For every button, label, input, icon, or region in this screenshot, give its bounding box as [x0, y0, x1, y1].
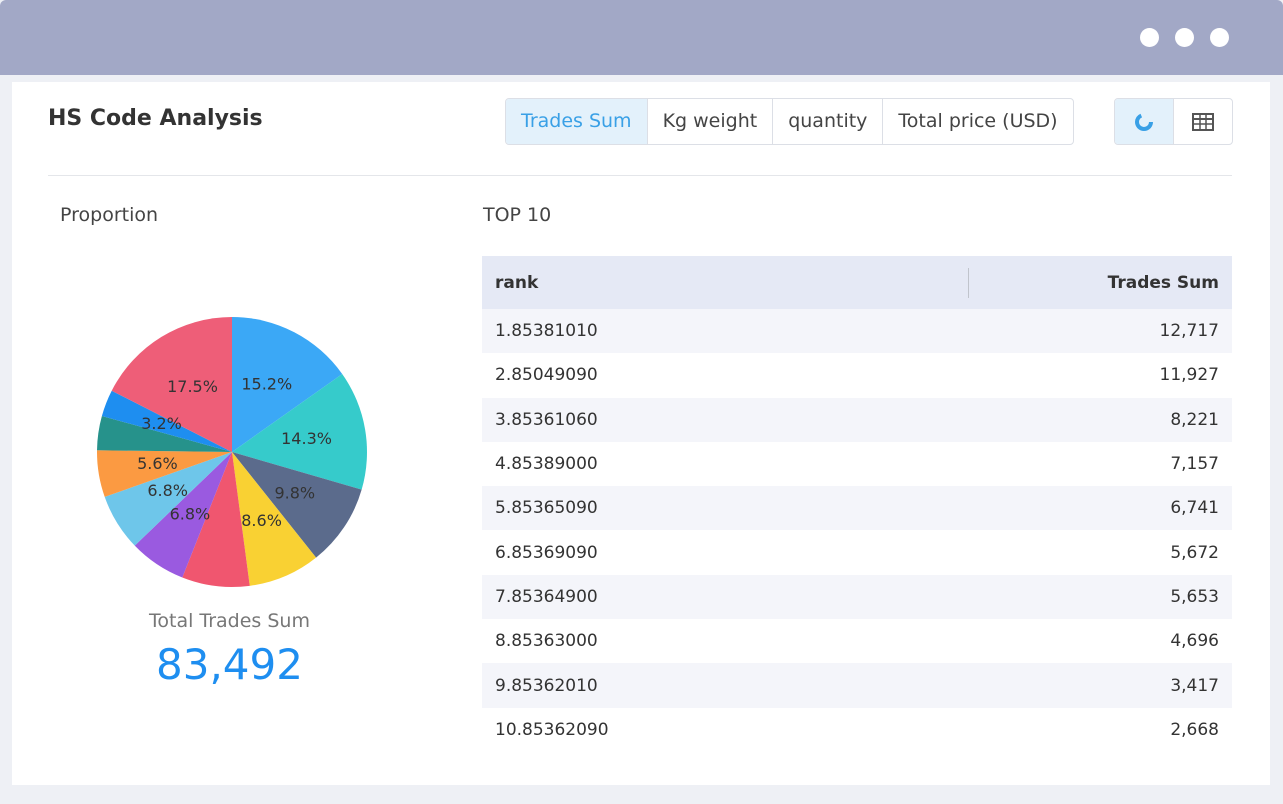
pie-slice: [134, 452, 232, 578]
table-row: 7.85364900 5,653: [482, 574, 1232, 620]
tab-group: Trades Sum Kg weight quantity Total price (…: [505, 98, 1074, 145]
slice-label: 3.2%: [141, 414, 182, 433]
pie-slice: [97, 450, 232, 497]
tab[interactable]: Kg weight: [646, 99, 773, 144]
table-row: 4.85389000 7,157: [482, 442, 1232, 486]
title-bar: [0, 0, 1283, 75]
pie-slice: [104, 452, 232, 546]
table-cell: 6.85369090: [495, 542, 598, 563]
slice-label: 15.2%: [241, 374, 292, 393]
table-cell: 4,696: [1170, 631, 1219, 652]
pie-slice: [232, 317, 343, 452]
total-value: 83,492: [156, 640, 303, 689]
table-cell: 8.85363000: [495, 631, 598, 652]
table-row: 9.85362010 3,417: [482, 663, 1232, 708]
table-cell: 7.85364900: [495, 586, 598, 607]
pie-chart: 15.2% 14.3% 9.8% 8.6% 6.8% 6.8% 5.6% 3.2% 17.5%: [97, 317, 367, 587]
table-cell: 12,717: [1159, 321, 1219, 342]
table-cell: 6,741: [1170, 498, 1219, 519]
table-title: TOP 10: [483, 204, 552, 226]
slice-label: 6.8%: [147, 481, 188, 500]
header-cell: Trades Sum: [968, 267, 1232, 298]
table-cell: 3,417: [1170, 675, 1219, 696]
view-switch: [1114, 98, 1233, 145]
table-cell: 1.85381010: [495, 321, 598, 342]
pie-slice: [101, 390, 232, 452]
tab[interactable]: Trades Sum: [506, 99, 647, 144]
pie-slice: [232, 452, 317, 586]
slice-label: 6.8%: [170, 504, 211, 523]
pie-slice: [232, 374, 367, 490]
pie-slice: [232, 452, 362, 558]
panel-title: HS Code Analysis: [48, 106, 263, 131]
table-view-button[interactable]: [1173, 99, 1232, 144]
table-row: 6.85369090 5,672: [482, 530, 1232, 574]
chart-title: Proportion: [60, 204, 159, 226]
header-cell: rank: [495, 272, 539, 293]
slice-label: 8.6%: [241, 511, 282, 530]
pie-slice: [111, 317, 232, 452]
pie-slice: [97, 415, 233, 452]
table-cell: 7,157: [1170, 454, 1219, 475]
table-cell: 5,672: [1170, 542, 1219, 563]
pie-icon: [1135, 112, 1153, 131]
table-cell: 8,221: [1170, 409, 1219, 430]
table-cell: 2.85049090: [495, 365, 598, 386]
table-row: 10.85362090 2,668: [482, 708, 1232, 752]
slice-label: 17.5%: [167, 377, 218, 396]
slice-label: 9.8%: [274, 484, 315, 503]
window-dot[interactable]: [1140, 28, 1159, 47]
total-label: Total Trades Sum: [149, 610, 310, 632]
table-row: 1.85381010 12,717: [482, 309, 1232, 354]
tab[interactable]: Total price (USD): [882, 99, 1072, 144]
table-row: 3.85361060 8,221: [482, 397, 1232, 442]
window-dot[interactable]: [1210, 28, 1229, 47]
table-icon: [1192, 112, 1214, 131]
slice-label: 14.3%: [281, 429, 332, 448]
table-cell: 9.85362010: [495, 675, 598, 696]
table-cell: 10.85362090: [495, 719, 609, 740]
table-cell: 2,668: [1170, 719, 1219, 740]
chart-view-button[interactable]: [1115, 99, 1173, 144]
slice-label: 5.6%: [137, 454, 178, 473]
table-cell: 3.85361060: [495, 409, 598, 430]
table-row: 5.85365090 6,741: [482, 486, 1232, 531]
table-header: rank Trades Sum: [482, 256, 1232, 309]
table-cell: 5.85365090: [495, 498, 598, 519]
table-cell: 5,653: [1170, 586, 1219, 607]
pie-slice: [182, 452, 250, 587]
window-dot[interactable]: [1175, 28, 1194, 47]
divider: [48, 175, 1232, 176]
table-row: 2.85049090 11,927: [482, 353, 1232, 397]
tab[interactable]: quantity: [772, 99, 882, 144]
table-cell: 11,927: [1159, 365, 1219, 386]
panel: HS Code Analysis Trades Sum Kg weight quan…: [12, 82, 1270, 785]
table-row: 8.85363000 4,696: [482, 619, 1232, 663]
table-cell: 4.85389000: [495, 454, 598, 475]
table: rank Trades Sum 1.85381010 12,717 2.85049090…: [482, 256, 1232, 752]
